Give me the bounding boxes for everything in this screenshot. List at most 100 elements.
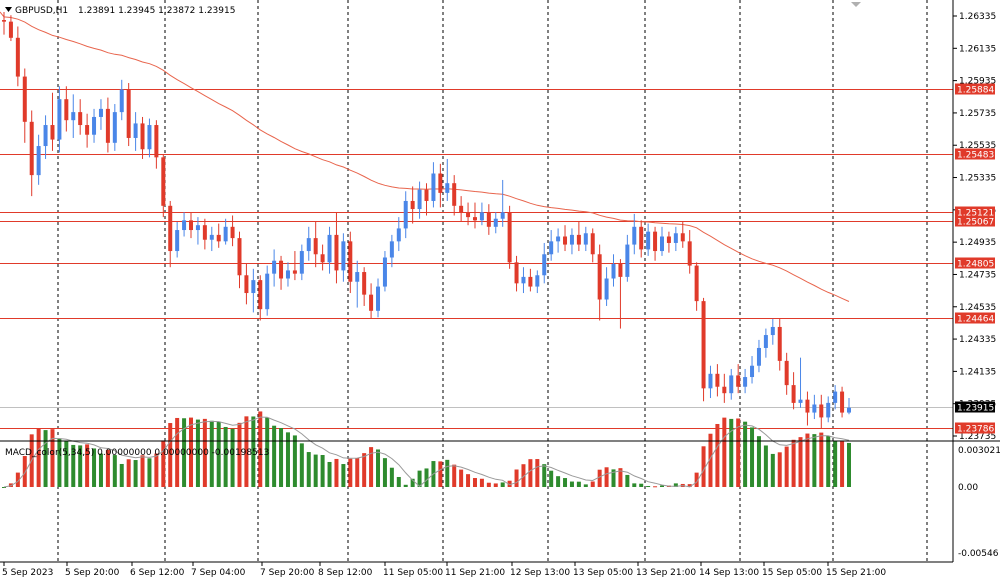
macd-bar [341,464,346,487]
macd-bar [611,469,616,487]
price-tick-label: 1.24535 [959,303,996,313]
macd-bar [777,452,782,487]
candle-body [514,262,519,284]
chevron-down-icon[interactable] [5,7,12,12]
price-tick-label: 1.24735 [959,270,996,280]
candle-body [805,399,810,413]
macd-bar [105,449,110,487]
candle-body [632,226,637,245]
macd-bar [770,453,775,487]
candle-body [382,257,387,287]
candle-body [369,294,374,311]
macd-bar [223,426,228,487]
level-price-text: 1.25884 [957,86,994,96]
macd-bar [202,418,207,487]
macd-bar [237,422,242,487]
macd-bar [542,464,547,487]
time-label: 7 Sep 04:00 [191,568,246,578]
candle-body [306,238,311,252]
candle-body [556,236,561,242]
time-label: 5 Sep 2023 [2,568,53,578]
macd-indicator-label: MACD_color(5,34,5) 0.00000000 0.00000000… [5,448,269,458]
macd-bar [507,480,512,487]
candle-body [431,173,436,201]
macd-bar [819,432,824,487]
macd-bar [320,455,325,487]
candle-body [403,200,408,229]
candle-body [569,234,574,245]
candle-body [756,347,761,366]
candle-body [701,301,706,389]
macd-bar [334,458,339,487]
candle-body [424,189,429,201]
candle-body [230,226,235,239]
price-tick-label: 1.26335 [959,12,996,22]
level-price-text: 1.25483 [957,151,994,161]
macd-bar [701,446,706,487]
macd-scale-top: 0.00302110 [958,446,1000,456]
macd-bar [452,464,457,487]
candle-body [8,21,13,38]
macd-bar [535,459,540,487]
macd-bar [805,433,810,487]
candle-body [105,108,110,143]
macd-bar [244,416,249,487]
macd-bar [189,417,194,487]
candle-body [272,260,277,274]
macd-bar [119,463,124,487]
macd-signal-line [3,416,850,488]
macd-bar [653,486,658,488]
candle-body [590,233,595,255]
candle-body [216,234,221,242]
macd-bar [71,444,76,487]
time-label: 13 Sep 21:00 [636,568,696,578]
level-price-tag [955,312,995,324]
time-label: 7 Sep 20:00 [260,568,315,578]
time-label: 14 Sep 13:00 [699,568,759,578]
macd-bar [528,459,533,487]
macd-bar [182,418,187,487]
candle-body [459,205,464,213]
candle-body [729,375,734,394]
macd-bar [569,481,574,487]
macd-bar [756,436,761,487]
chart-shift-icon[interactable] [851,2,861,7]
candle-body [833,391,838,403]
candle-body [597,254,602,300]
candle-body [348,241,353,282]
macd-bar [479,478,484,487]
macd-bar [168,423,173,487]
macd-bar [265,417,270,487]
chart-symbol-label: GBPUSD,H1 [15,6,68,16]
candle-body [98,108,103,117]
candle-body [396,228,401,242]
candle-body [819,404,824,418]
macd-bar [798,437,803,487]
candle-body [189,220,194,231]
macd-bar [369,447,374,487]
price-tick-label: 1.25335 [959,174,996,184]
macd-bar [459,469,464,487]
macd-bar [687,484,692,487]
macd-bar [382,458,387,487]
macd-bar [78,445,83,487]
level-price-tag [955,206,995,218]
time-axis[interactable]: 5 Sep 2023 5 Sep 20:00 6 Sep 12:00 7 Sep 04… [2,562,886,578]
macd-bar [736,418,741,487]
candle-body [784,360,789,386]
macd-bar [639,483,644,487]
candle-body [611,263,616,279]
candle-body [666,236,671,243]
candle-body [376,286,381,311]
candle-body [57,99,62,140]
macd-bar [299,443,304,487]
price-tick-label: 1.24335 [959,335,996,345]
level-price-tag [955,422,995,434]
macd-bar [472,478,477,487]
candle-body [279,260,284,279]
macd-bar [216,421,221,487]
candle-body [168,205,173,252]
horizontal-levels[interactable] [0,89,953,429]
